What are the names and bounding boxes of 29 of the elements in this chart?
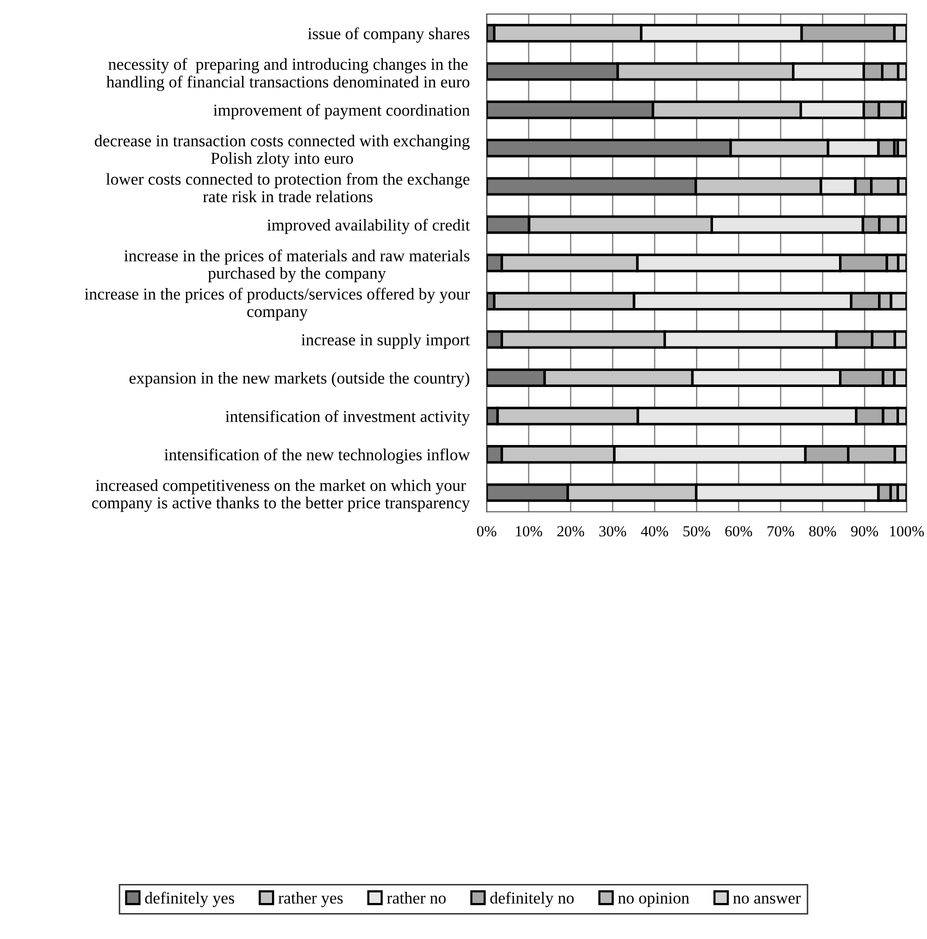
y-tick-label: intensification of investment activity (226, 410, 470, 426)
y-tick-label: issue of company shares (308, 27, 470, 43)
y-tick-label: expansion in the new markets (outside the country) (130, 372, 470, 388)
legend-label: definitely yes (145, 892, 234, 908)
y-tick-label: lower costs connected to protection from the exchange rate risk in trade relations (106, 172, 470, 202)
y-tick-label: necessity of preparing and introducing changes in the handling of financial transactions denominated in euro (106, 58, 470, 91)
x-tick-label: 20% (557, 526, 584, 536)
x-tick-label: 40% (640, 526, 668, 536)
x-tick-label: 100% (890, 526, 924, 536)
x-tick-label: 90% (851, 526, 878, 536)
x-tick-label: 80% (809, 526, 836, 536)
y-tick-label: increased competitiveness on the market on which your company is active thanks to the better price transparency (92, 479, 470, 512)
x-tick-label: 70% (768, 526, 794, 536)
x-tick-label: 0% (477, 526, 496, 536)
legend-label: rather yes (278, 892, 343, 908)
x-tick-label: 30% (599, 526, 626, 536)
legend-label: rather no (386, 892, 446, 904)
y-tick-label: improved availability of credit (267, 218, 470, 234)
y-tick-label: intensification of the new technologies inflow (164, 448, 470, 464)
x-tick-label: 10% (516, 526, 542, 536)
y-tick-label: improvement of payment coordination (213, 104, 470, 120)
legend-label: no opinion (618, 892, 690, 908)
y-tick-label: increase in supply import (301, 334, 470, 349)
legend-label: no answer (733, 896, 801, 904)
legend-label: definitely no (490, 892, 574, 908)
x-tick-label: 50% (684, 526, 710, 536)
x-tick-label: 60% (725, 526, 752, 536)
y-tick-label: increase in the prices of materials and raw materials purchased by the company (124, 249, 470, 282)
bar (896, 138, 907, 158)
